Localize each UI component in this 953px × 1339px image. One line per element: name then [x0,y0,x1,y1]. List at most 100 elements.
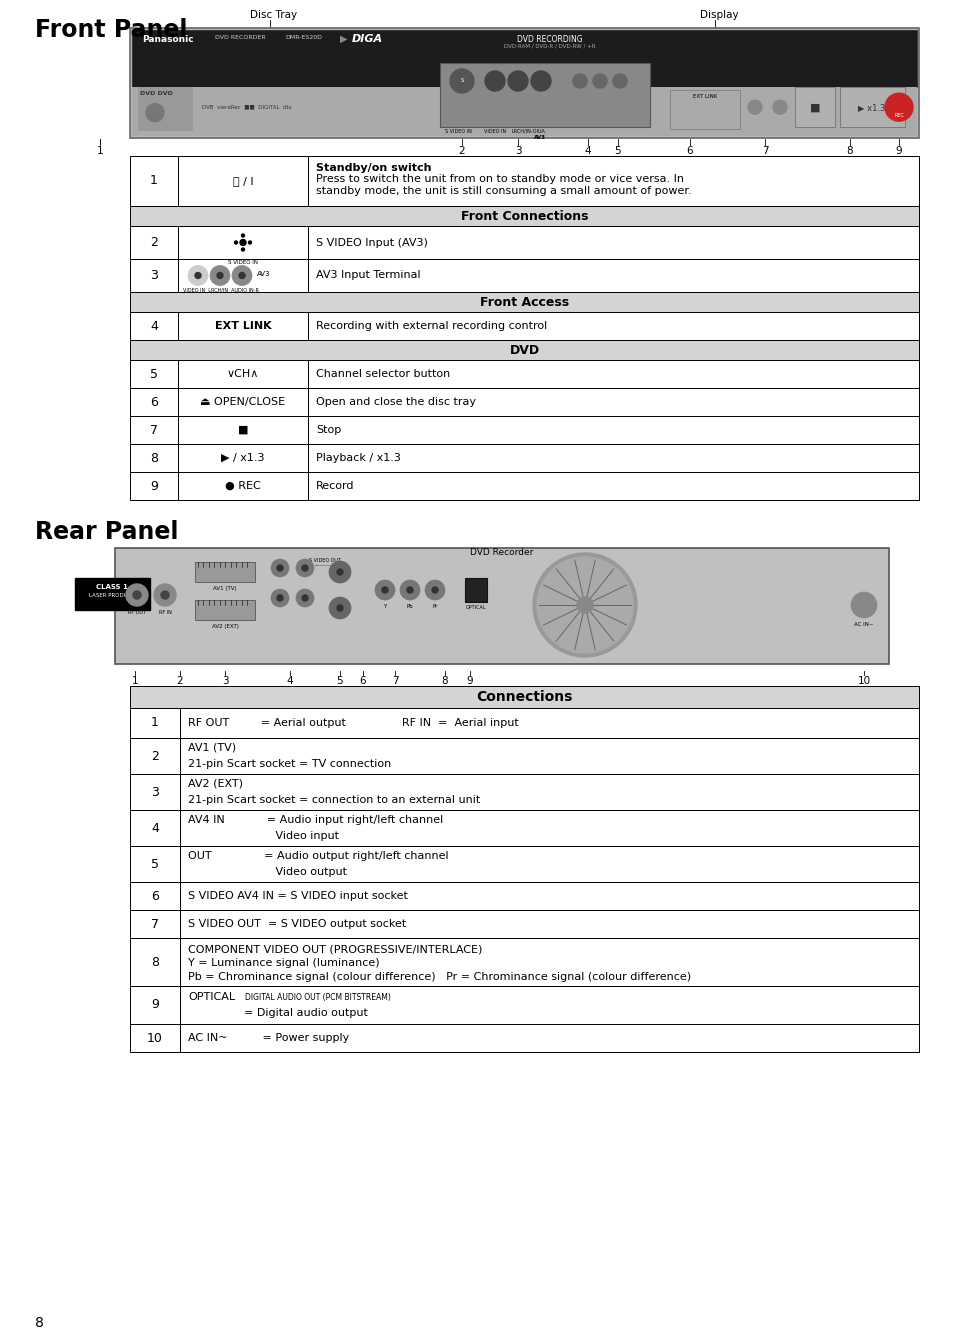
Circle shape [146,103,164,122]
Bar [130,911,180,939]
Text: 5: 5 [336,676,343,686]
Circle shape [484,71,504,91]
Circle shape [884,94,912,122]
Text: Y = Luminance signal (luminance): Y = Luminance signal (luminance) [188,957,379,968]
Text: 1: 1 [150,174,158,187]
Text: Front Connections: Front Connections [460,209,588,222]
Text: 9: 9 [150,479,158,493]
Circle shape [132,590,141,599]
Bar [132,29,916,87]
Text: OPTICAL: OPTICAL [188,992,234,1002]
Text: EXT LINK: EXT LINK [692,94,717,99]
Text: S VIDEO OUT: S VIDEO OUT [309,558,340,562]
Circle shape [375,580,395,600]
Circle shape [613,74,626,88]
Text: 6: 6 [151,889,159,902]
Bar [180,846,918,882]
Bar [840,87,904,127]
Text: 4: 4 [287,676,293,686]
Circle shape [271,558,289,577]
Text: DVD-RAM / DVD-R / DVD-RW / +R: DVD-RAM / DVD-R / DVD-RW / +R [503,43,596,48]
Text: LASER PRODUCT: LASER PRODUCT [89,593,134,599]
Text: CLASS 1: CLASS 1 [96,584,128,590]
Text: S VIDEO IN: S VIDEO IN [444,129,472,134]
Bar [130,1024,180,1052]
Text: 6: 6 [359,676,366,686]
Text: OPTICAL: OPTICAL [465,605,486,611]
Text: 7: 7 [392,676,398,686]
Bar [130,157,178,206]
Bar [178,445,308,473]
Bar [130,882,180,911]
Bar [130,445,178,473]
Bar [138,87,193,131]
Text: AV1 (TV): AV1 (TV) [188,743,236,753]
Text: Pb: Pb [406,604,413,609]
Text: LRCH/IN-OIUA: LRCH/IN-OIUA [511,129,544,134]
Circle shape [161,590,169,599]
Bar [180,1024,918,1052]
Text: 21-pin Scart socket = connection to an external unit: 21-pin Scart socket = connection to an e… [188,794,479,805]
Text: Standby/on switch: Standby/on switch [315,163,431,173]
Bar [180,810,918,846]
Circle shape [194,273,201,279]
Text: AC IN~          = Power supply: AC IN~ = Power supply [188,1032,349,1043]
Text: DVD DVD: DVD DVD [140,91,172,95]
Text: RF OUT: RF OUT [128,611,146,615]
Circle shape [747,100,761,114]
Bar [308,226,918,258]
Text: ▶: ▶ [339,33,347,44]
Text: 8: 8 [35,1316,44,1330]
Bar [130,473,178,499]
Text: Front Panel: Front Panel [35,17,188,42]
Text: 4: 4 [584,146,591,157]
Circle shape [533,553,637,657]
Bar [180,708,918,738]
Text: 2: 2 [458,146,465,157]
Circle shape [248,241,252,244]
Text: Connections: Connections [476,690,572,704]
Circle shape [573,74,586,88]
Text: 8: 8 [151,956,159,968]
Text: DVD RECORDER: DVD RECORDER [214,35,265,40]
Bar [178,360,308,388]
Text: DVD RECORDING: DVD RECORDING [517,35,582,44]
Text: 5: 5 [614,146,620,157]
Bar [130,360,178,388]
Text: Front Access: Front Access [479,296,569,308]
Bar [115,548,888,664]
Circle shape [407,586,413,593]
Bar [178,258,308,292]
Bar [130,226,178,258]
Text: Display: Display [700,9,738,20]
Text: ⏏ OPEN/CLOSE: ⏏ OPEN/CLOSE [200,396,285,407]
Text: S VIDEO AV4 IN = S VIDEO input socket: S VIDEO AV4 IN = S VIDEO input socket [188,890,408,901]
Bar [794,87,834,127]
Bar [130,738,180,774]
Bar [178,226,308,258]
Text: Recording with external recording control: Recording with external recording contro… [315,321,547,331]
Text: 1: 1 [151,716,159,730]
Text: DIGA: DIGA [352,33,383,44]
Text: 9: 9 [466,676,473,686]
Bar [308,473,918,499]
Text: Press to switch the unit from on to standby mode or vice versa. In
standby mode,: Press to switch the unit from on to stan… [315,174,691,195]
Bar [194,562,254,582]
Bar [180,986,918,1024]
Text: 7: 7 [151,917,159,931]
Circle shape [329,561,351,582]
Text: Stop: Stop [315,424,341,435]
Text: DVD Recorder: DVD Recorder [470,548,533,557]
Bar [178,473,308,499]
Circle shape [381,586,388,593]
Text: S VIDEO OUT  = S VIDEO output socket: S VIDEO OUT = S VIDEO output socket [188,919,406,929]
Circle shape [302,595,308,601]
Text: Video input: Video input [188,830,338,841]
Text: ▶ / x1.3: ▶ / x1.3 [221,453,265,463]
Text: 7: 7 [760,146,767,157]
Bar [130,340,918,360]
Text: 2: 2 [151,750,159,762]
Circle shape [295,558,314,577]
Text: ⏻ / I: ⏻ / I [233,175,253,186]
Text: 10: 10 [857,676,870,686]
